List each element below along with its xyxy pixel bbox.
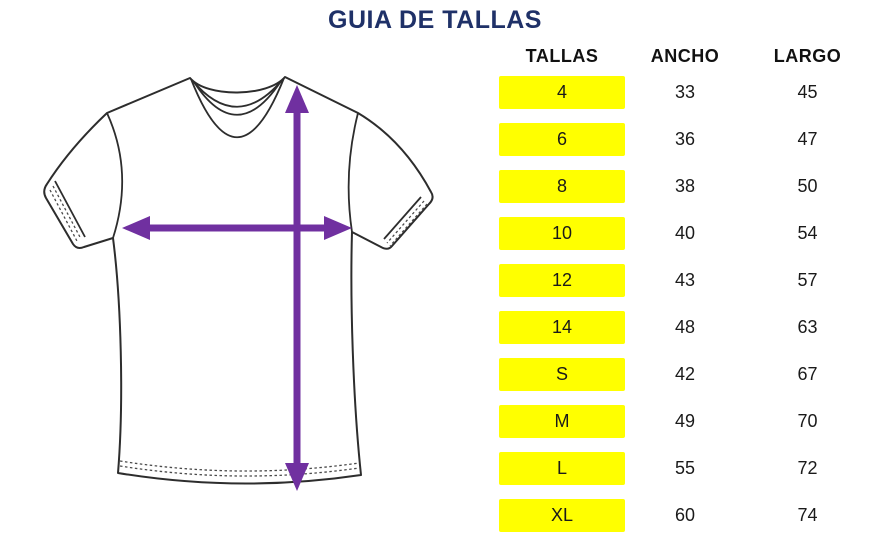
- talla-cell: 12: [499, 264, 625, 297]
- table-header-row: TALLAS ANCHO LARGO: [499, 46, 870, 66]
- talla-cell: L: [499, 452, 625, 485]
- largo-cell: 70: [797, 411, 818, 431]
- length-arrow: [285, 85, 309, 491]
- ancho-cell: 60: [674, 505, 696, 525]
- ancho-cell: 38: [674, 176, 696, 196]
- header-ancho: ANCHO: [650, 46, 720, 66]
- size-row-6: 6 36 47: [499, 123, 870, 156]
- size-row-s: S 42 67: [499, 358, 870, 391]
- collar-ribbing: [190, 77, 285, 138]
- ancho-cell: 36: [674, 129, 696, 149]
- header-largo: LARGO: [773, 46, 842, 66]
- largo-cell: 63: [797, 317, 818, 337]
- largo-cell: 54: [797, 223, 818, 243]
- armhole-seams: [106, 112, 359, 239]
- size-row-8: 8 38 50: [499, 170, 870, 203]
- largo-cell: 67: [797, 364, 818, 384]
- ancho-cell: 42: [674, 364, 696, 384]
- ancho-cell: 49: [674, 411, 696, 431]
- hem-stitching: [119, 460, 360, 477]
- largo-cell: 74: [797, 505, 818, 525]
- cuff-stitching: [49, 180, 428, 247]
- ancho-cell: 33: [674, 82, 696, 102]
- size-row-14: 14 48 63: [499, 311, 870, 344]
- ancho-cell: 55: [674, 458, 696, 478]
- talla-cell: 6: [499, 123, 625, 156]
- largo-cell: 50: [797, 176, 818, 196]
- size-row-4: 4 33 45: [499, 76, 870, 109]
- ancho-cell: 43: [674, 270, 696, 290]
- talla-cell: S: [499, 358, 625, 391]
- largo-cell: 47: [797, 129, 818, 149]
- talla-cell: 10: [499, 217, 625, 250]
- size-row-10: 10 40 54: [499, 217, 870, 250]
- largo-cell: 72: [797, 458, 818, 478]
- largo-cell: 45: [797, 82, 818, 102]
- talla-cell: XL: [499, 499, 625, 532]
- largo-cell: 57: [797, 270, 818, 290]
- talla-cell: 8: [499, 170, 625, 203]
- size-row-m: M 49 70: [499, 405, 870, 438]
- size-row-xl: XL 60 74: [499, 499, 870, 532]
- width-arrow: [122, 216, 352, 240]
- tshirt-outline: [43, 76, 434, 485]
- page-title: GUIA DE TALLAS: [328, 6, 542, 34]
- talla-cell: M: [499, 405, 625, 438]
- size-table: TALLAS ANCHO LARGO 4 33 45 6 36 47 8 38 …: [499, 46, 870, 536]
- header-tallas: TALLAS: [525, 46, 599, 66]
- size-row-12: 12 43 57: [499, 264, 870, 297]
- ancho-cell: 40: [674, 223, 696, 243]
- talla-cell: 4: [499, 76, 625, 109]
- size-row-l: L 55 72: [499, 452, 870, 485]
- talla-cell: 14: [499, 311, 625, 344]
- ancho-cell: 48: [674, 317, 696, 337]
- tshirt-diagram: [43, 76, 434, 491]
